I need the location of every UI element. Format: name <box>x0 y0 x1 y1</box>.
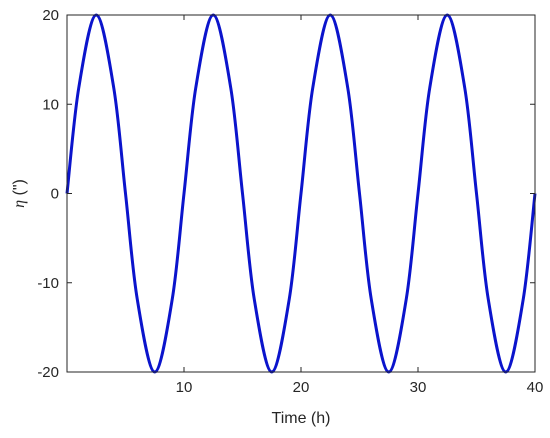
x-tick-label: 40 <box>527 379 544 396</box>
x-tick-label: 10 <box>176 379 193 396</box>
series-layer <box>65 13 537 374</box>
x-tick-label: 30 <box>410 379 427 396</box>
y-tick-label: 20 <box>42 7 59 24</box>
series-line-0 <box>65 13 537 374</box>
axes-layer: 10 20 30 40 -20 -10 0 10 20 <box>37 7 543 396</box>
y-axis-unit: (") <box>11 179 28 200</box>
x-axis-title: Time (h) <box>272 410 331 427</box>
y-tick-label: -10 <box>37 275 59 292</box>
y-tick-label: 10 <box>42 96 59 113</box>
y-axis-symbol: η <box>11 200 28 208</box>
y-tick-label: -20 <box>37 364 59 381</box>
x-tick-label: 20 <box>293 379 310 396</box>
y-tick-label: 0 <box>51 186 59 203</box>
y-axis-title: η (") <box>11 179 28 208</box>
